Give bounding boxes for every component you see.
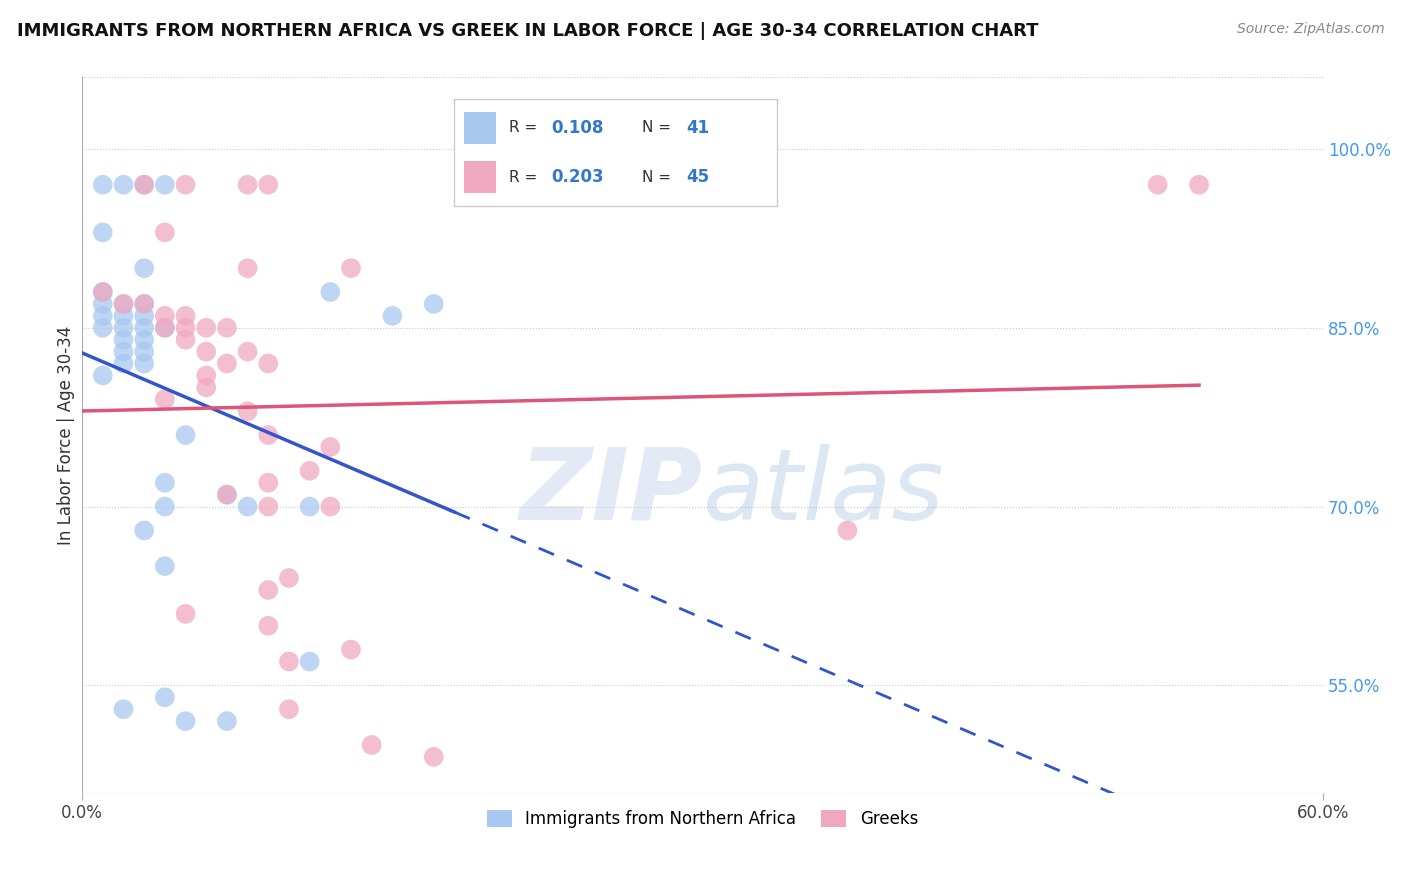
Text: IMMIGRANTS FROM NORTHERN AFRICA VS GREEK IN LABOR FORCE | AGE 30-34 CORRELATION : IMMIGRANTS FROM NORTHERN AFRICA VS GREEK… — [17, 22, 1039, 40]
Point — [134, 297, 156, 311]
Point — [257, 500, 280, 514]
Y-axis label: In Labor Force | Age 30-34: In Labor Force | Age 30-34 — [58, 326, 75, 545]
Point — [112, 357, 135, 371]
Text: ZIP: ZIP — [520, 443, 703, 541]
Point — [340, 261, 363, 276]
Point — [174, 428, 197, 442]
Point — [91, 368, 114, 383]
Point — [381, 309, 404, 323]
Point — [91, 320, 114, 334]
Legend: Immigrants from Northern Africa, Greeks: Immigrants from Northern Africa, Greeks — [481, 803, 925, 834]
Text: atlas: atlas — [703, 443, 945, 541]
Point — [134, 524, 156, 538]
Point — [174, 178, 197, 192]
Point — [153, 559, 176, 574]
Point — [360, 738, 382, 752]
Point — [340, 642, 363, 657]
Point — [215, 488, 238, 502]
Point — [112, 320, 135, 334]
Point — [215, 357, 238, 371]
Point — [298, 500, 321, 514]
Point — [422, 297, 444, 311]
Point — [153, 690, 176, 705]
Point — [153, 320, 176, 334]
Point — [134, 344, 156, 359]
Point — [195, 320, 218, 334]
Point — [298, 655, 321, 669]
Point — [91, 309, 114, 323]
Point — [215, 488, 238, 502]
Point — [236, 344, 259, 359]
Point — [134, 178, 156, 192]
Point — [195, 344, 218, 359]
Point — [112, 344, 135, 359]
Point — [112, 702, 135, 716]
Point — [236, 500, 259, 514]
Point — [134, 320, 156, 334]
Point — [174, 714, 197, 728]
Point — [112, 297, 135, 311]
Point — [91, 285, 114, 299]
Point — [319, 285, 342, 299]
Point — [134, 309, 156, 323]
Point — [134, 261, 156, 276]
Point — [257, 582, 280, 597]
Point — [257, 619, 280, 633]
Point — [195, 368, 218, 383]
Point — [215, 320, 238, 334]
Point — [195, 380, 218, 394]
Point — [298, 464, 321, 478]
Point — [174, 320, 197, 334]
Point — [1146, 178, 1168, 192]
Point — [134, 178, 156, 192]
Point — [257, 428, 280, 442]
Point — [153, 309, 176, 323]
Point — [278, 655, 301, 669]
Point — [174, 309, 197, 323]
Point — [236, 178, 259, 192]
Point — [153, 320, 176, 334]
Point — [134, 357, 156, 371]
Point — [1188, 178, 1211, 192]
Point — [153, 392, 176, 407]
Point — [91, 226, 114, 240]
Point — [422, 750, 444, 764]
Point — [153, 178, 176, 192]
Point — [112, 309, 135, 323]
Point — [112, 333, 135, 347]
Point — [153, 500, 176, 514]
Point — [134, 297, 156, 311]
Point — [174, 607, 197, 621]
Point — [174, 333, 197, 347]
Point — [215, 714, 238, 728]
Point — [112, 297, 135, 311]
Point — [278, 571, 301, 585]
Point — [319, 440, 342, 454]
Point — [278, 702, 301, 716]
Point — [257, 357, 280, 371]
Point — [257, 178, 280, 192]
Point — [153, 226, 176, 240]
Point — [91, 178, 114, 192]
Point — [153, 475, 176, 490]
Point — [112, 178, 135, 192]
Point — [91, 285, 114, 299]
Point — [837, 524, 859, 538]
Point — [257, 475, 280, 490]
Point — [236, 261, 259, 276]
Point — [91, 297, 114, 311]
Point — [134, 333, 156, 347]
Point — [319, 500, 342, 514]
Point — [236, 404, 259, 418]
Text: Source: ZipAtlas.com: Source: ZipAtlas.com — [1237, 22, 1385, 37]
